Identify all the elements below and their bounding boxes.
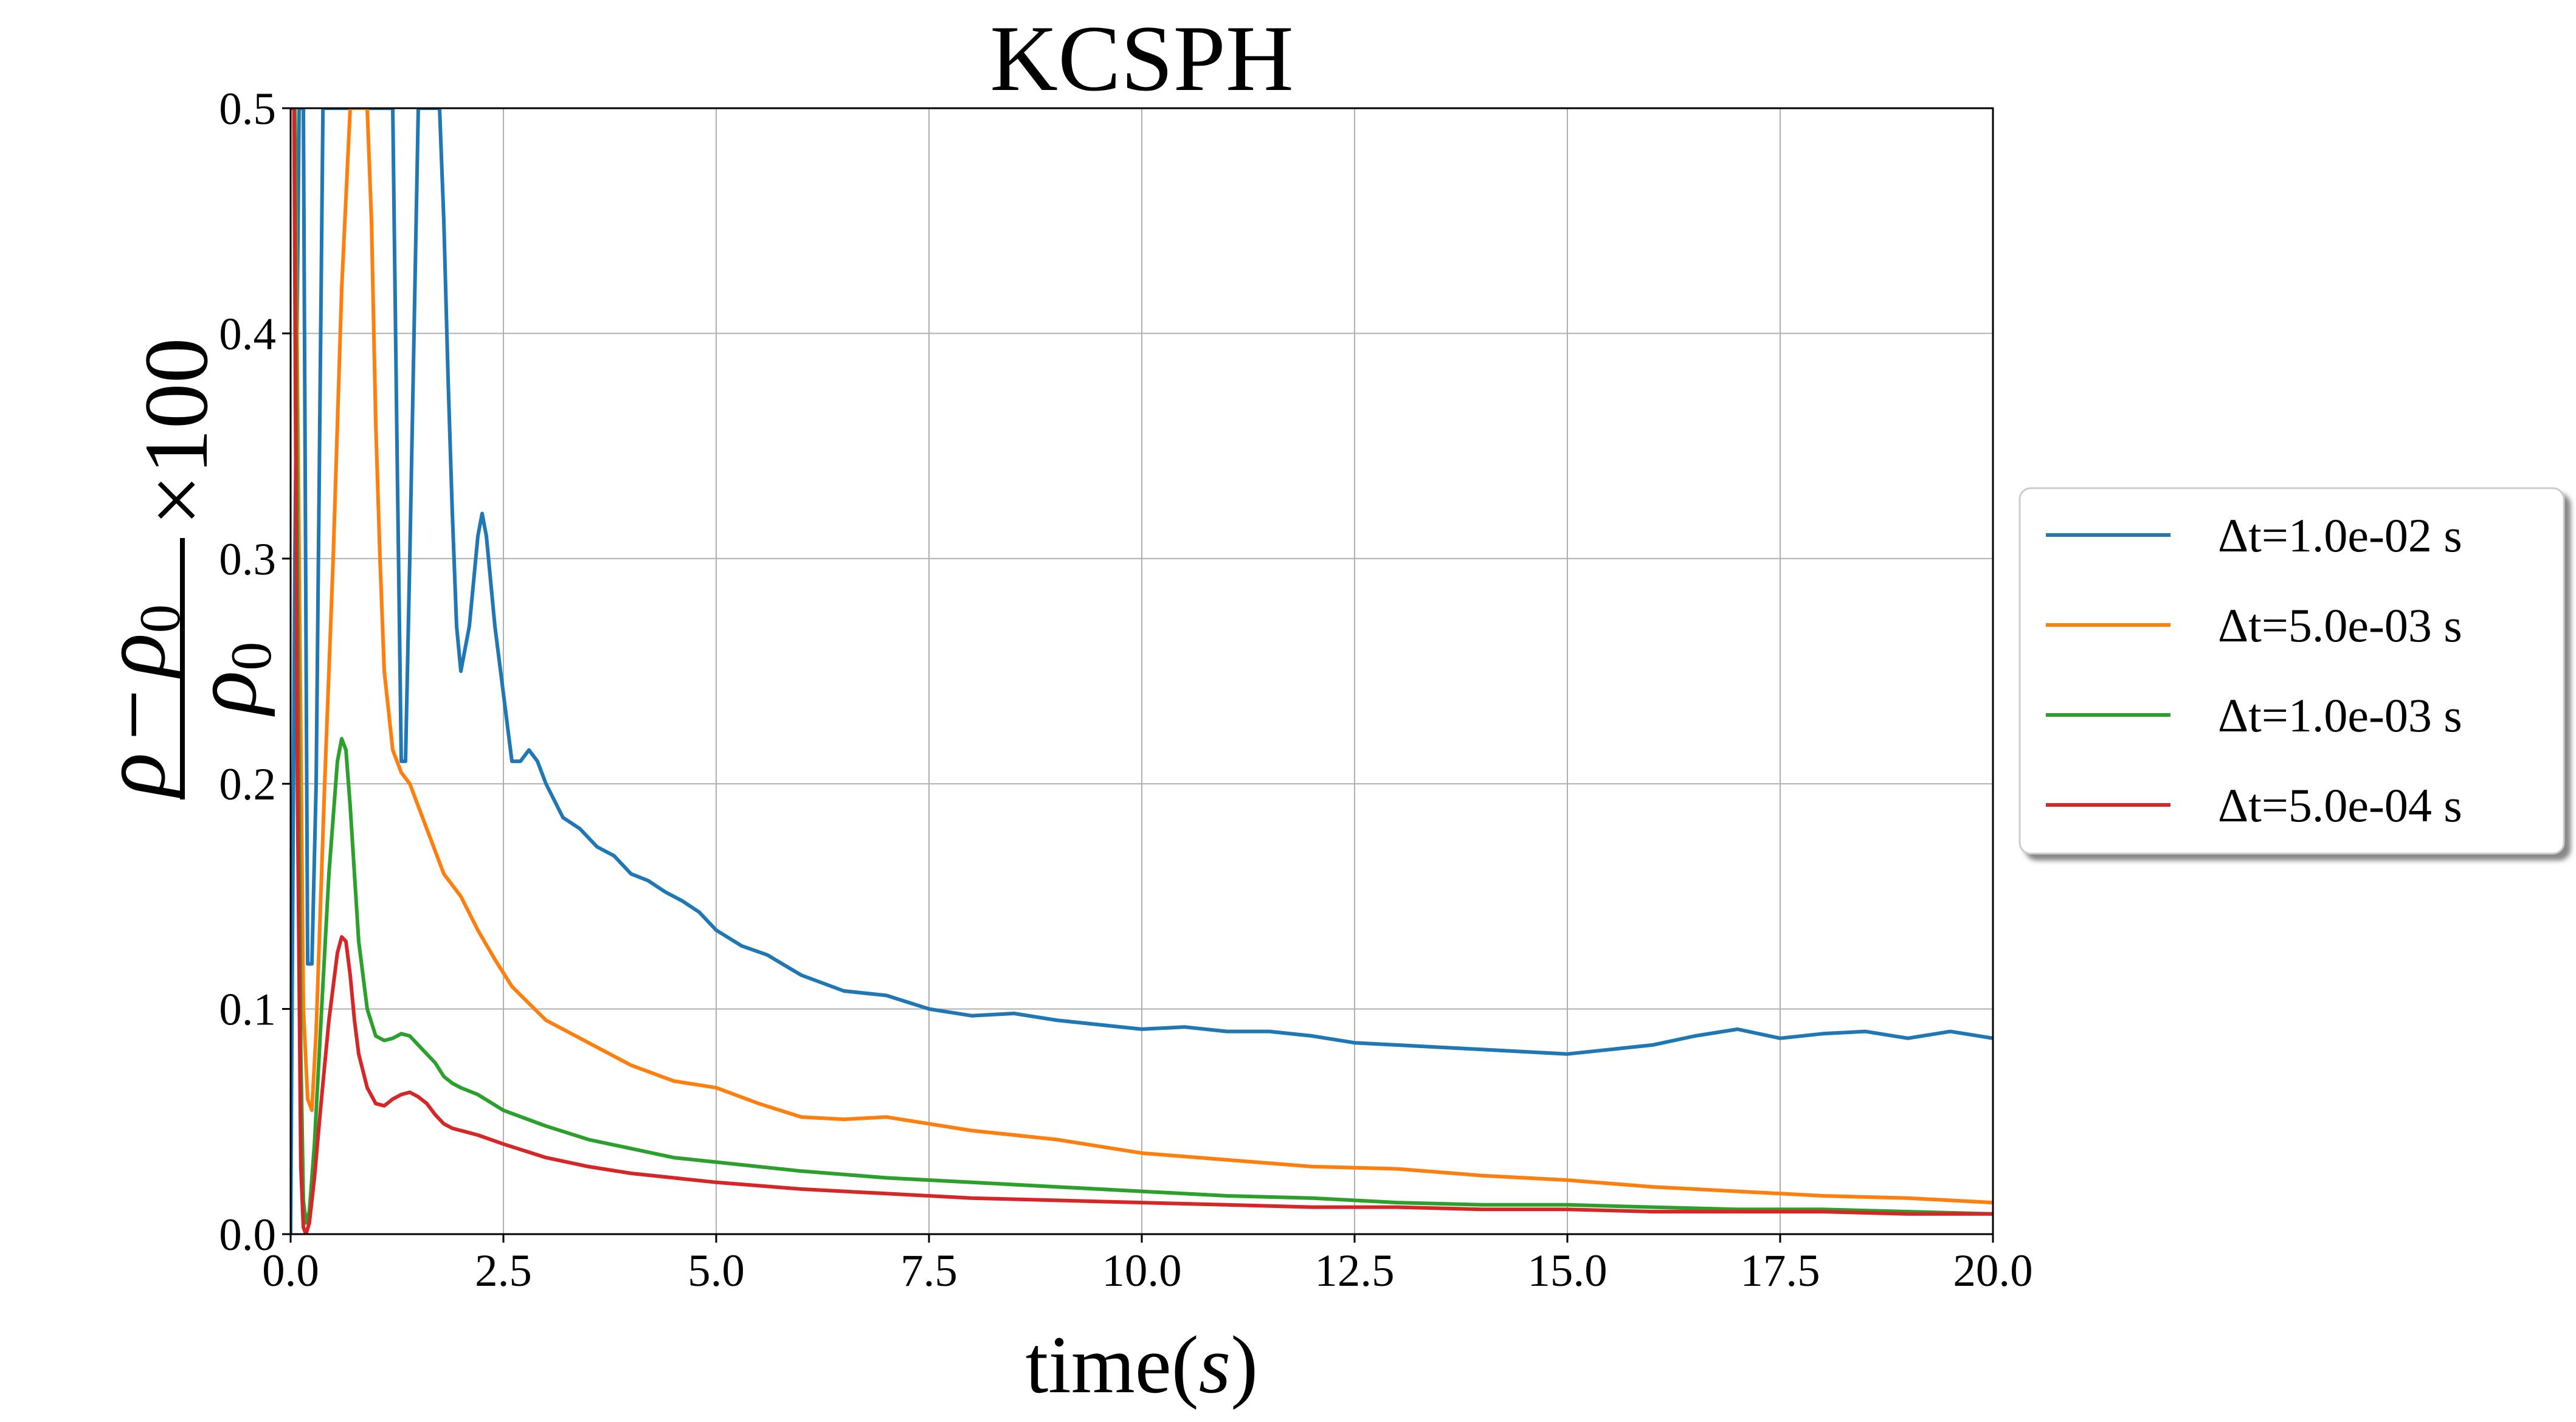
x-axis-label-var: s (1199, 1320, 1231, 1410)
y-tick-label-2: 0.2 (219, 759, 276, 810)
y-label-rho: ρ (83, 753, 184, 799)
y-tick-label-0: 0.0 (219, 1210, 276, 1260)
legend: Δt=1.0e-02 s Δt=5.0e-03 s Δt=1.0e-03 s Δt=5… (2018, 487, 2565, 855)
series-group (291, 108, 1993, 1234)
x-tick-label-5: 12.5 (1314, 1246, 1394, 1296)
x-tick-label-1: 2.5 (475, 1246, 532, 1296)
chart-title: KCSPH (990, 6, 1294, 111)
y-tick-label-4: 0.4 (219, 309, 276, 359)
legend-label-2: Δt=5.0e-03 s (2218, 599, 2462, 652)
x-tick-label-6: 15.0 (1527, 1246, 1607, 1296)
x-axis-label: time(s) (1026, 1320, 1258, 1410)
x-tick-label-2: 5.0 (688, 1246, 745, 1296)
y-tick-label-5: 0.5 (219, 84, 276, 134)
y-axis: 0.0 0.1 0.2 0.3 0.4 0.5 (219, 84, 291, 1260)
x-tick-label-7: 17.5 (1740, 1246, 1820, 1296)
y-label-times: × (126, 474, 227, 526)
series-line-1 (291, 108, 1993, 1234)
y-tick-label-1: 0.1 (219, 985, 276, 1035)
x-tick-label-8: 20.0 (1953, 1246, 2032, 1296)
x-axis-label-word: time( (1026, 1320, 1199, 1410)
legend-label-4: Δt=5.0e-04 s (2218, 779, 2462, 832)
y-axis-label: ρ−ρ0 ρ0 ×100 (83, 337, 283, 799)
svg-text:×100: ×100 (126, 337, 227, 526)
x-tick-label-0: 0.0 (262, 1246, 319, 1296)
y-label-rho0: ρ (83, 633, 184, 679)
y-label-denominator-sub: 0 (219, 642, 283, 671)
grid (290, 108, 1994, 1235)
svg-text:ρ0: ρ0 (174, 642, 283, 717)
legend-label-1: Δt=1.0e-02 s (2218, 509, 2462, 562)
series-line-3 (291, 108, 1993, 1225)
series-line-2 (291, 108, 1993, 1205)
x-axis: 0.0 2.5 5.0 7.5 10.0 12.5 15.0 17.5 20.0 (262, 1234, 2033, 1296)
y-label-denominator-rho: ρ (174, 671, 275, 717)
x-tick-label-4: 10.0 (1102, 1246, 1181, 1296)
x-axis-label-close: ) (1231, 1320, 1258, 1410)
y-tick-label-3: 0.3 (219, 534, 276, 585)
legend-box (2018, 487, 2565, 855)
y-label-minus: − (83, 689, 184, 740)
y-label-hundred: 100 (126, 337, 227, 474)
series-line-4 (291, 108, 1993, 1234)
x-tick-label-3: 7.5 (900, 1246, 958, 1296)
svg-text:ρ−ρ0: ρ−ρ0 (83, 604, 192, 799)
legend-label-3: Δt=1.0e-03 s (2218, 689, 2462, 742)
